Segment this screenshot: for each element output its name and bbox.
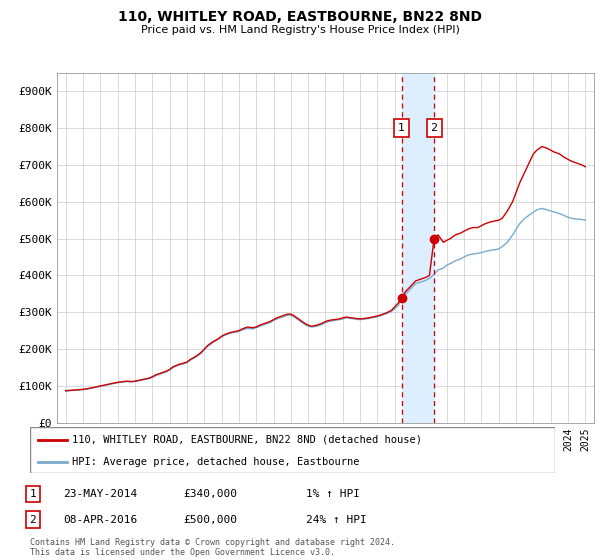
Bar xyxy=(401,73,434,423)
Text: 24% ↑ HPI: 24% ↑ HPI xyxy=(306,515,367,525)
Text: £500,000: £500,000 xyxy=(183,515,237,525)
Text: Contains HM Land Registry data © Crown copyright and database right 2024.
This d: Contains HM Land Registry data © Crown c… xyxy=(30,538,395,557)
Text: HPI: Average price, detached house, Eastbourne: HPI: Average price, detached house, East… xyxy=(72,457,359,466)
Text: 2: 2 xyxy=(431,123,437,133)
Text: 2: 2 xyxy=(29,515,37,525)
Text: 1: 1 xyxy=(29,489,37,499)
Text: 110, WHITLEY ROAD, EASTBOURNE, BN22 8ND (detached house): 110, WHITLEY ROAD, EASTBOURNE, BN22 8ND … xyxy=(72,435,422,445)
Text: 110, WHITLEY ROAD, EASTBOURNE, BN22 8ND: 110, WHITLEY ROAD, EASTBOURNE, BN22 8ND xyxy=(118,10,482,24)
Text: 23-MAY-2014: 23-MAY-2014 xyxy=(63,489,137,499)
Text: 08-APR-2016: 08-APR-2016 xyxy=(63,515,137,525)
Text: £340,000: £340,000 xyxy=(183,489,237,499)
Text: 1: 1 xyxy=(398,123,405,133)
Text: Price paid vs. HM Land Registry's House Price Index (HPI): Price paid vs. HM Land Registry's House … xyxy=(140,25,460,35)
Text: 1% ↑ HPI: 1% ↑ HPI xyxy=(306,489,360,499)
